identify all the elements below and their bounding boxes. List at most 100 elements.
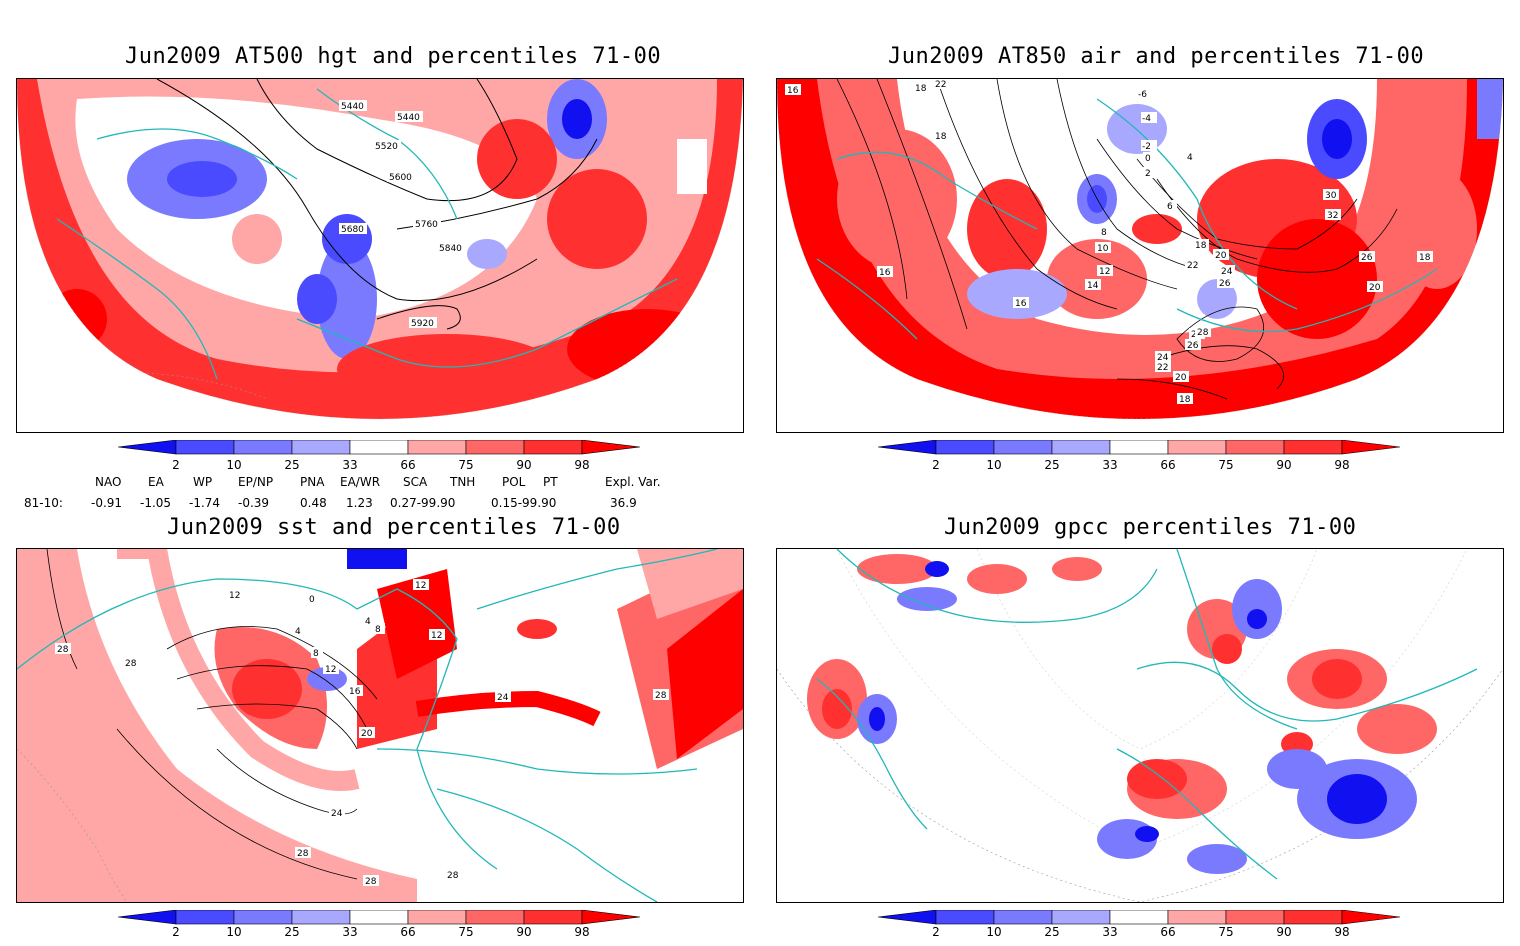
contour-label: 28: [365, 877, 377, 887]
contour-label: 26: [1361, 253, 1373, 263]
colorbar-tick: 10: [986, 925, 1002, 939]
colorbar-tick: 10: [226, 458, 242, 472]
colorbar-swatch: [233, 910, 293, 925]
colorbar-swatch: [291, 910, 351, 925]
colorbar-tick: 98: [1334, 925, 1350, 939]
colorbar-tick: 75: [458, 925, 474, 939]
colorbar-swatch: [935, 910, 995, 925]
colorbar-swatch: [523, 440, 583, 455]
contour-label: 5600: [389, 173, 412, 183]
index-value: 0.27-99.90: [390, 496, 456, 510]
contour-label: 28: [125, 659, 137, 669]
index-header: WP: [193, 475, 213, 489]
colorbar-tick: 66: [1160, 458, 1176, 472]
colorbar-swatch: [878, 440, 937, 455]
colorbar-sst: 2 10 25 33 66 75 90 98: [118, 910, 642, 946]
colorbar-swatch: [1167, 910, 1227, 925]
colorbar-tick: 90: [1276, 458, 1292, 472]
contour-label: 5440: [397, 113, 420, 123]
index-row-label: 81-10:: [24, 496, 63, 510]
contour-label: 0: [309, 595, 315, 605]
index-header: TNH: [450, 475, 476, 489]
colorbar-swatch: [1283, 440, 1343, 455]
contour-label: -6: [1138, 90, 1147, 100]
contour-label: 6: [1167, 202, 1173, 212]
contour-label: 30: [1325, 191, 1337, 201]
colorbar-swatch: [1051, 910, 1111, 925]
contour-label: -4: [1142, 114, 1151, 124]
contour-label: 28: [1197, 328, 1209, 338]
colorbar-tick: 33: [342, 925, 358, 939]
colorbar-tick: 10: [226, 925, 242, 939]
colorbar-tick: 66: [400, 458, 416, 472]
contour-label: 22: [1187, 261, 1198, 271]
colorbar-swatches: [878, 440, 1401, 455]
colorbar-swatch: [349, 910, 409, 925]
colorbar-tick: 66: [400, 925, 416, 939]
contour-label: 26: [1187, 341, 1199, 351]
colorbar-swatch: [1341, 440, 1401, 455]
index-value: -1.74: [189, 496, 221, 510]
colorbar-tick: 25: [1044, 925, 1060, 939]
index-header: SCA: [403, 475, 428, 489]
index-header: EA: [148, 475, 164, 489]
colorbar-swatch: [291, 440, 351, 455]
index-value: 0.15-99.90: [491, 496, 557, 510]
colorbar-swatch: [523, 910, 583, 925]
contour-label: 18: [915, 84, 927, 94]
index-header: NAO: [95, 475, 122, 489]
contour-label: 8: [313, 649, 319, 659]
index-value: 36.9: [610, 496, 637, 510]
contour-label: 20: [361, 729, 373, 739]
colorbar-swatch: [1341, 910, 1401, 925]
colorbar-gpcc: 2 10 25 33 66 75 90 98: [878, 910, 1402, 946]
colorbar-swatch: [1225, 910, 1285, 925]
contour-label: 20: [1175, 373, 1187, 383]
contour-label: 24: [1157, 353, 1169, 363]
contour-label: 8: [1101, 228, 1107, 238]
colorbar-tick: 66: [1160, 925, 1176, 939]
colorbar-swatch: [118, 440, 177, 455]
contour-label: 18: [935, 132, 947, 142]
contour-label: 12: [431, 631, 442, 641]
colorbar-swatch: [1225, 440, 1285, 455]
colorbar-swatches: [118, 440, 641, 455]
colorbar-swatches: [878, 910, 1401, 925]
colorbar-tick: 75: [1218, 458, 1234, 472]
colorbar-tick: 33: [342, 458, 358, 472]
colorbar-tick: 90: [1276, 925, 1292, 939]
contour-label: 12: [1099, 267, 1110, 277]
contour-label: 8: [375, 625, 381, 635]
contour-label: 4: [295, 627, 301, 637]
index-value: -1.05: [140, 496, 172, 510]
index-value: 0.48: [300, 496, 327, 510]
colorbar-swatch: [233, 440, 293, 455]
colorbar-air: 2 10 25 33 66 75 90 98: [878, 440, 1402, 476]
colorbar-swatch: [1167, 440, 1227, 455]
colorbar-tick: 98: [574, 925, 590, 939]
colorbar-swatch: [1109, 910, 1169, 925]
contour-label: 12: [229, 591, 240, 601]
colorbar-tick: 25: [284, 458, 300, 472]
contour-label: 24: [331, 809, 343, 819]
colorbar-tick: 2: [932, 458, 940, 472]
colorbar-swatch: [465, 440, 525, 455]
colorbar-tick: 25: [284, 925, 300, 939]
colorbar-swatch: [878, 910, 937, 925]
index-value: 1.23: [346, 496, 373, 510]
colorbar-tick: 33: [1102, 458, 1118, 472]
colorbar-tick: 90: [516, 458, 532, 472]
contour-label: 22: [1157, 363, 1168, 373]
contour-label: 2: [1145, 169, 1151, 179]
contour-label: 0: [1145, 154, 1151, 164]
map-panel-hgt: 5440 5440 5520 5600 5680 5760 5840 5920: [16, 78, 744, 433]
contour-label: 24: [497, 693, 509, 703]
contour-label: 14: [1087, 281, 1099, 291]
colorbar-tick: 98: [574, 458, 590, 472]
colorbar-tick: 10: [986, 458, 1002, 472]
contour-label: 4: [1187, 153, 1193, 163]
colorbar-swatch: [465, 910, 525, 925]
colorbar-hgt: 2 10 25 33 66 75 90 98: [118, 440, 642, 476]
colorbar-tick: 2: [172, 458, 180, 472]
contour-label: 26: [1219, 279, 1231, 289]
